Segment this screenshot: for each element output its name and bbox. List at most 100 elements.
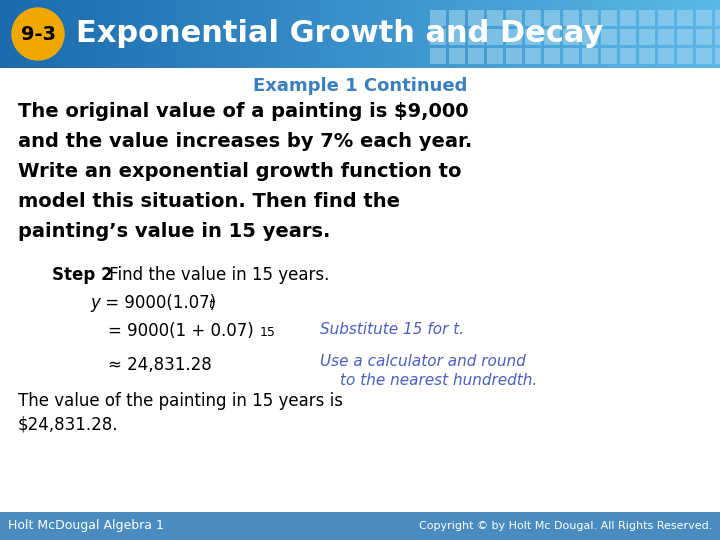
Bar (563, 10, 579, 26)
Bar (449, 48, 465, 64)
Bar (570, 0, 577, 68)
Bar (487, 10, 503, 26)
Bar (402, 0, 409, 68)
Bar (582, 0, 589, 68)
Text: Substitute 15 for t.: Substitute 15 for t. (320, 322, 464, 337)
Bar (276, 0, 283, 68)
Bar (612, 0, 619, 68)
Bar (576, 0, 583, 68)
Bar (252, 0, 259, 68)
Bar (312, 0, 319, 68)
Bar (714, 0, 720, 68)
Bar (18, 0, 25, 68)
Bar (372, 0, 379, 68)
Bar (506, 10, 522, 26)
Bar (658, 29, 674, 45)
Bar (24, 0, 31, 68)
Bar (414, 0, 421, 68)
Bar (564, 0, 571, 68)
Bar (450, 0, 457, 68)
Bar (306, 0, 313, 68)
Bar (715, 10, 720, 26)
Bar (408, 0, 415, 68)
Bar (192, 0, 199, 68)
Bar (462, 0, 469, 68)
Bar (330, 0, 337, 68)
Bar (618, 0, 625, 68)
Bar (620, 29, 636, 45)
Bar (222, 0, 229, 68)
Bar (384, 0, 391, 68)
Bar (78, 0, 85, 68)
Text: Find the value in 15 years.: Find the value in 15 years. (104, 266, 329, 284)
Bar (168, 0, 175, 68)
Bar (210, 0, 217, 68)
Bar (690, 0, 697, 68)
Bar (601, 10, 617, 26)
Bar (430, 10, 446, 26)
Bar (487, 29, 503, 45)
Text: Write an exponential growth function to: Write an exponential growth function to (18, 162, 462, 181)
Bar (468, 48, 484, 64)
Bar (639, 48, 655, 64)
Bar (498, 0, 505, 68)
Bar (696, 48, 712, 64)
Bar (84, 0, 91, 68)
Bar (658, 10, 674, 26)
Bar (282, 0, 289, 68)
Bar (552, 0, 559, 68)
Bar (186, 0, 193, 68)
Text: $24,831.28.: $24,831.28. (18, 416, 119, 434)
Bar (525, 48, 541, 64)
Bar (270, 0, 277, 68)
Bar (156, 0, 163, 68)
Text: = 9000(1.07): = 9000(1.07) (100, 294, 216, 312)
Bar (336, 0, 343, 68)
Bar (715, 48, 720, 64)
Text: Example 1 Continued: Example 1 Continued (253, 77, 467, 95)
Bar (544, 48, 560, 64)
Bar (216, 0, 223, 68)
Bar (456, 0, 463, 68)
Bar (144, 0, 151, 68)
Bar (432, 0, 439, 68)
Bar (360, 0, 367, 68)
Bar (318, 0, 325, 68)
Bar (582, 29, 598, 45)
Bar (120, 0, 127, 68)
Bar (6, 0, 13, 68)
Bar (666, 0, 673, 68)
Bar (36, 0, 43, 68)
Bar (486, 0, 493, 68)
Bar (264, 0, 271, 68)
Bar (48, 0, 55, 68)
Bar (648, 0, 655, 68)
Bar (126, 0, 133, 68)
Text: Holt McDougal Algebra 1: Holt McDougal Algebra 1 (8, 519, 164, 532)
Bar (525, 29, 541, 45)
Bar (474, 0, 481, 68)
Text: Use a calculator and round: Use a calculator and round (320, 354, 526, 369)
Bar (240, 0, 247, 68)
Bar (582, 10, 598, 26)
Bar (138, 0, 145, 68)
Bar (468, 10, 484, 26)
Text: Step 2: Step 2 (52, 266, 112, 284)
Text: ≈ 24,831.28: ≈ 24,831.28 (108, 356, 212, 374)
Bar (506, 29, 522, 45)
Text: The value of the painting in 15 years is: The value of the painting in 15 years is (18, 392, 343, 410)
Bar (601, 29, 617, 45)
Text: to the nearest hundredth.: to the nearest hundredth. (340, 373, 537, 388)
Bar (678, 0, 685, 68)
Bar (420, 0, 427, 68)
Bar (702, 0, 709, 68)
Bar (449, 29, 465, 45)
Bar (594, 0, 601, 68)
Bar (588, 0, 595, 68)
Bar (396, 0, 403, 68)
Bar (620, 48, 636, 64)
Bar (426, 0, 433, 68)
Bar (204, 0, 211, 68)
Bar (660, 0, 667, 68)
Bar (66, 0, 73, 68)
